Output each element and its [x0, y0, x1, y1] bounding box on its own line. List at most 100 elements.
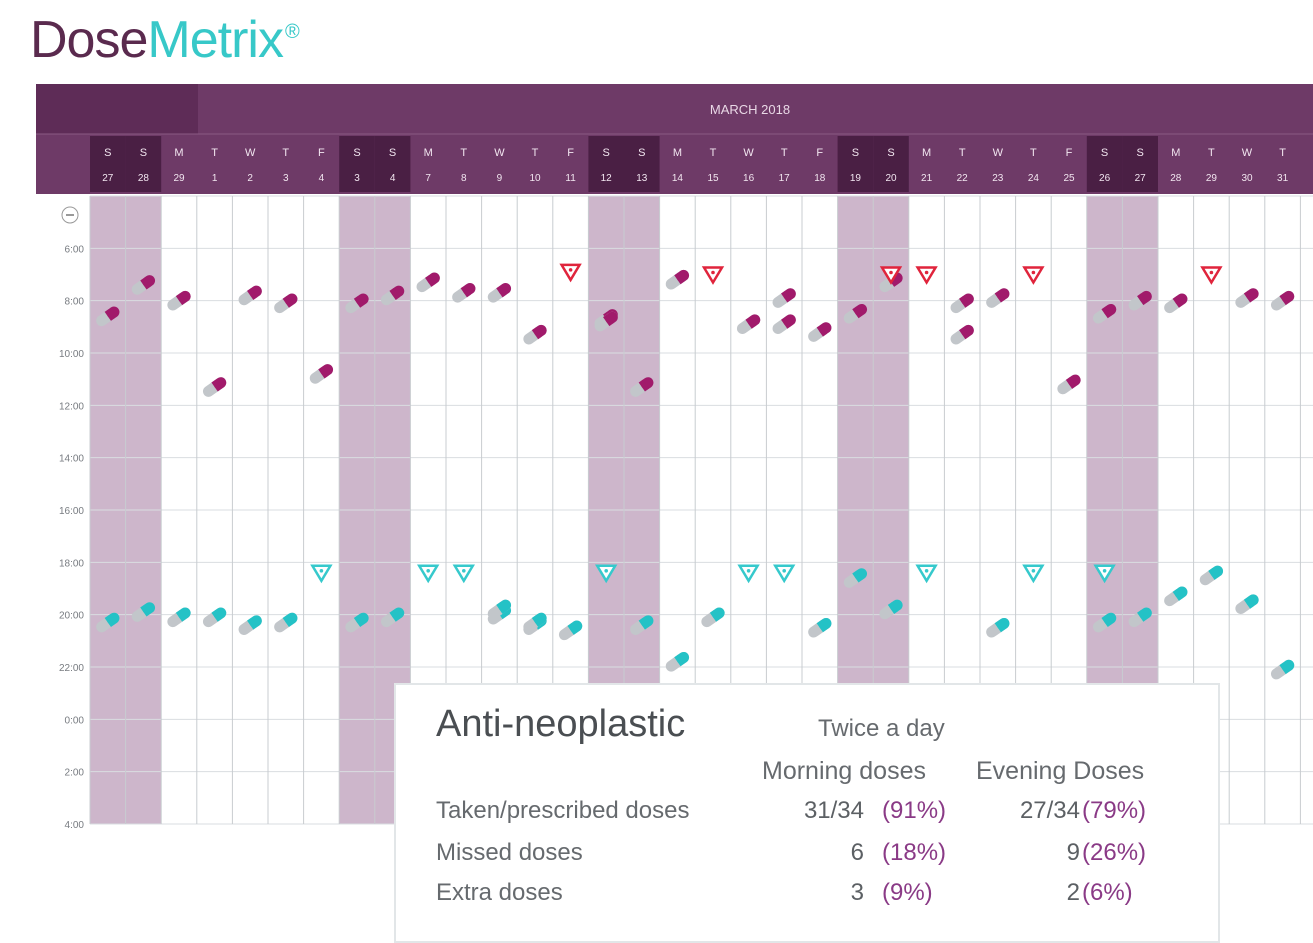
day-of-week-label: T: [710, 147, 717, 159]
pill-cap-edge: [104, 308, 116, 321]
evening-dose-marker: [879, 599, 903, 620]
missed-evening-marker-dot: [782, 569, 786, 573]
day-date-label: 4: [390, 173, 396, 184]
morning-dose-marker: [772, 288, 796, 308]
day-date-label: 7: [425, 173, 431, 184]
evening-dose-marker: [1270, 659, 1295, 680]
day-date-label: 17: [779, 173, 791, 184]
pill-cap-edge: [175, 293, 187, 306]
y-tick-label: 16:00: [59, 506, 84, 517]
pill-cap-edge: [531, 327, 543, 340]
day-of-week-label: T: [532, 147, 539, 159]
pill-cap-edge: [1065, 377, 1077, 389]
day-date-label: 29: [173, 173, 185, 184]
pill-cap-edge: [887, 602, 899, 614]
day-of-week-label: T: [1279, 147, 1286, 159]
evening-extra-percent: (6%): [1082, 879, 1133, 906]
pill-cap-edge: [389, 288, 400, 300]
day-date-label: 28: [138, 173, 150, 184]
day-date-label: 11: [565, 173, 576, 184]
missed-morning-marker-dot: [924, 270, 929, 275]
day-date-label: 2: [247, 173, 253, 184]
day-of-week-label: S: [852, 147, 859, 159]
missed-evening-marker: [452, 564, 476, 584]
day-date-label: 8: [461, 173, 467, 184]
taken-prescribed-label: Taken/prescribed doses: [436, 797, 690, 824]
evening-missed-percent: (26%): [1082, 839, 1147, 866]
day-of-week-label: M: [1171, 147, 1180, 159]
morning-dose-marker: [167, 290, 191, 311]
morning-dose-marker: [96, 306, 120, 327]
missed-evening-marker: [310, 564, 333, 584]
pill-cap-edge: [1208, 568, 1219, 580]
morning-dose-marker: [1092, 303, 1117, 324]
y-tick-label: 22:00: [59, 663, 84, 674]
y-tick-label: 14:00: [59, 454, 84, 465]
evening-dose-marker: [96, 612, 120, 633]
day-date-label: 16: [743, 173, 755, 184]
evening-dose-marker: [202, 607, 227, 628]
day-of-week-label: T: [460, 147, 467, 159]
evening-dose-marker: [1128, 607, 1152, 628]
missed-evening-marker-dot: [746, 569, 751, 573]
day-of-week-label: S: [1137, 147, 1144, 159]
day-date-label: 31: [1277, 173, 1289, 184]
summary-panel: Anti-neoplastic Twice a day Morning dose…: [394, 683, 1220, 943]
morning-dose-marker: [1128, 290, 1152, 311]
evening-taken-percent: (79%): [1082, 797, 1147, 824]
logo-dose-text: Dose: [30, 11, 148, 69]
missed-evening-marker-dot: [1102, 569, 1107, 573]
missed-evening-marker-dot: [462, 569, 466, 573]
evening-dose-marker: [630, 615, 654, 635]
weekend-header-cell: [837, 136, 874, 192]
evening-dose-marker: [808, 617, 832, 638]
missed-evening-marker-dot: [604, 569, 608, 573]
morning-dose-marker: [630, 377, 654, 397]
day-date-label: 9: [497, 173, 503, 184]
missed-evening-marker: [772, 564, 796, 584]
day-date-label: 20: [885, 173, 897, 184]
day-of-week-label: F: [567, 147, 574, 159]
day-of-week-label: M: [673, 147, 682, 159]
day-of-week-label: T: [959, 147, 966, 159]
evening-dose-marker: [665, 651, 690, 672]
day-of-week-label: W: [993, 147, 1004, 159]
y-tick-label: 6:00: [65, 244, 85, 255]
y-tick-label: 18:00: [59, 558, 84, 569]
missed-evening-marker: [915, 564, 938, 584]
morning-dose-marker: [950, 293, 974, 314]
evening-doses-header: Evening Doses: [976, 757, 1145, 785]
day-date-label: 4: [319, 173, 325, 184]
missed-morning-marker: [1200, 266, 1223, 285]
day-date-label: 21: [921, 173, 933, 184]
day-date-label: 15: [707, 173, 719, 184]
day-date-label: 30: [1241, 173, 1253, 184]
evening-taken-value: 27/34: [1019, 797, 1080, 824]
missed-evening-marker: [737, 564, 760, 584]
morning-dose-marker: [736, 314, 761, 335]
pill-cap-edge: [104, 615, 116, 628]
morning-dose-marker: [523, 324, 547, 345]
weekend-header-cell: [125, 136, 162, 192]
day-date-label: 22: [957, 173, 969, 184]
evening-dose-marker: [380, 607, 405, 628]
pill-cap-edge: [531, 615, 543, 628]
pill-cap-edge: [1279, 662, 1290, 675]
morning-extra-value: 3: [850, 879, 864, 906]
y-tick-label: 20:00: [59, 611, 84, 622]
weekend-header-cell: [1086, 136, 1123, 192]
day-of-week-label: T: [282, 147, 289, 159]
missed-doses-label: Missed doses: [436, 839, 583, 866]
day-of-week-label: S: [389, 147, 396, 159]
missed-evening-marker-dot: [924, 569, 929, 573]
pill-cap-edge: [282, 615, 294, 628]
morning-dose-marker: [772, 314, 796, 335]
pill-cap-edge: [425, 274, 436, 287]
pill-cap-edge: [674, 272, 685, 285]
day-of-week-label: M: [424, 147, 433, 159]
pill-cap-edge: [247, 288, 258, 300]
pill-cap-edge: [460, 285, 472, 298]
weekend-header-cell: [1122, 136, 1158, 192]
pill-cap-edge: [282, 295, 294, 308]
dosemetrix-logo: DoseMetrix ®: [30, 11, 300, 69]
